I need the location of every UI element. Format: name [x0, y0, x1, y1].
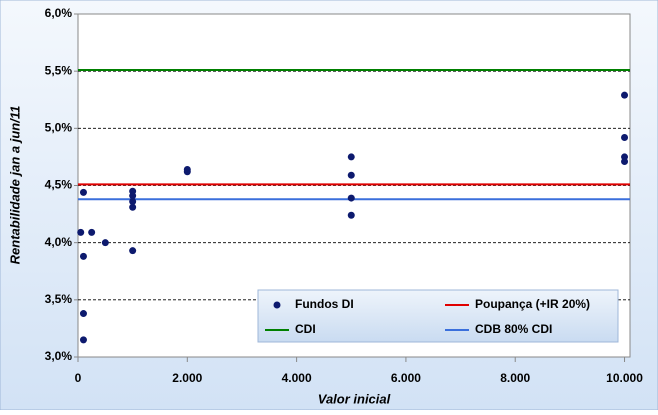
legend [257, 289, 619, 343]
legend-label: CDI [295, 322, 316, 336]
x-tick-label: 4.000 [282, 371, 312, 385]
y-tick-label: 6,0% [45, 6, 73, 20]
point [347, 211, 355, 219]
point [79, 310, 87, 318]
point [79, 252, 87, 260]
x-tick-label: 6.000 [391, 371, 421, 385]
y-tick-label: 4,5% [45, 178, 73, 192]
x-tick-label: 10.000 [606, 371, 643, 385]
y-tick-label: 3,0% [45, 349, 73, 363]
point [129, 192, 137, 200]
y-axis-title: Rentabilidade jan a jun/11 [7, 106, 22, 265]
point [79, 336, 87, 344]
x-tick-label: 8.000 [500, 371, 530, 385]
point [77, 228, 85, 236]
point [183, 168, 191, 176]
legend-label: Fundos DI [295, 297, 354, 311]
point [129, 247, 137, 255]
point [88, 228, 96, 236]
point [621, 157, 629, 165]
point [101, 239, 109, 247]
point [621, 91, 629, 99]
y-tick-label: 3,5% [45, 292, 73, 306]
point [621, 133, 629, 141]
x-axis-title: Valor inicial [318, 391, 391, 406]
y-tick-label: 5,5% [45, 63, 73, 77]
point [79, 188, 87, 196]
legend-label: CDB 80% CDI [475, 322, 552, 336]
legend-marker [273, 301, 281, 309]
y-tick-label: 4,0% [45, 235, 73, 249]
legend-label: Poupança (+IR 20%) [475, 297, 590, 311]
point [129, 198, 137, 206]
point [347, 171, 355, 179]
point [347, 194, 355, 202]
y-tick-label: 5,0% [45, 121, 73, 135]
x-tick-label: 2.000 [172, 371, 202, 385]
point [347, 153, 355, 161]
point [129, 203, 137, 211]
x-tick-label: 0 [75, 371, 82, 385]
